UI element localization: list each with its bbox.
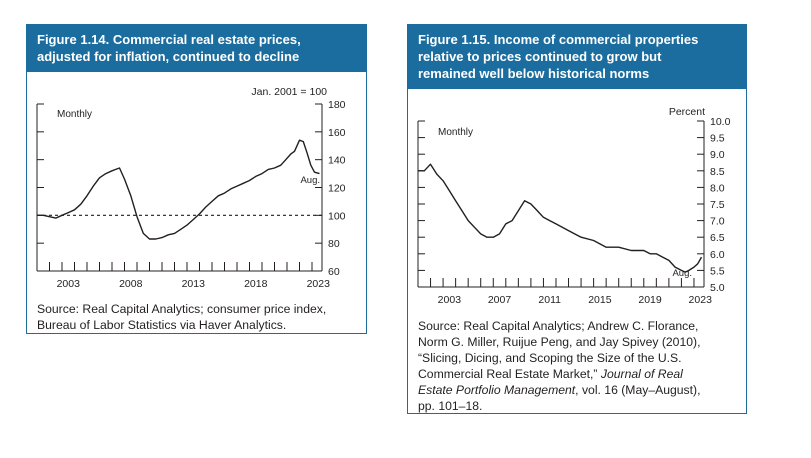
figure-1-14-end-label: Aug.	[300, 175, 320, 186]
figure-1-15-y-tick-label: 6.5	[710, 232, 725, 244]
figure-1-14-y-tick-label: 140	[328, 155, 346, 167]
figure-1-15-title: Figure 1.15. Income of commercial proper…	[408, 25, 746, 89]
figure-1-14-series-line	[37, 139, 320, 240]
figure-1-14-y-tick-label: 160	[328, 127, 346, 139]
figure-1-15-source-line-1: Source: Real Capital Analytics; Andrew C…	[418, 319, 699, 333]
figure-1-15-source: Source: Real Capital Analytics; Andrew C…	[418, 318, 701, 414]
figure-1-15-x-tick-label: 2019	[638, 294, 662, 306]
figure-1-14-unit-label: Jan. 2001 = 100	[251, 86, 327, 98]
figure-1-15-y-tick-label: 8.5	[710, 166, 725, 178]
figure-1-14-y-tick-label: 180	[328, 99, 346, 111]
figure-1-15-title-line-2: relative to prices continued to grow but	[418, 49, 662, 64]
figure-1-14-source-line-2: Bureau of Labor Statistics via Haver Ana…	[37, 318, 287, 332]
figure-1-14-title-line-1: Figure 1.14. Commercial real estate pric…	[37, 32, 301, 47]
figure-1-15-source-line-4: Commercial Real Estate Market,” Journal …	[418, 366, 701, 382]
figure-1-14-y-tick-label: 80	[328, 238, 340, 250]
figure-1-15-x-tick-label: 2007	[488, 294, 512, 306]
figure-1-14-x-tick-label: 2013	[182, 278, 206, 290]
figure-1-15-title-line-1: Figure 1.15. Income of commercial proper…	[418, 32, 699, 47]
figure-1-14-frequency-label: Monthly	[57, 109, 92, 120]
figure-1-15-series-line	[418, 163, 703, 273]
figure-1-15-source-line-2: Norm G. Miller, Ruijue Peng, and Jay Spi…	[418, 335, 701, 349]
figure-1-15-x-tick-label: 2011	[538, 294, 561, 306]
figure-1-15-y-tick-label: 5.5	[710, 265, 725, 277]
figure-1-15-y-tick-label: 9.0	[710, 149, 725, 161]
figure-1-14-x-tick-label: 2003	[57, 278, 81, 290]
figure-1-15-x-tick-label: 2015	[588, 294, 612, 306]
figure-1-15-y-tick-label: 8.0	[710, 182, 725, 194]
figure-1-15-y-tick-label: 5.0	[710, 282, 725, 294]
figure-1-14-x-tick-label: 2008	[119, 278, 143, 290]
figure-1-15-frequency-label: Monthly	[438, 127, 473, 138]
figure-1-15-source-line-4-text: Commercial Real Estate Market,” Journal …	[418, 367, 683, 381]
figure-1-15-source-line-5: Estate Portfolio Management, vol. 16 (Ma…	[418, 382, 701, 398]
figure-1-15-y-tick-label: 7.0	[710, 216, 725, 228]
figure-1-15-title-line-3: remained well below historical norms	[418, 66, 650, 81]
figure-1-15-panel: Figure 1.15. Income of commercial proper…	[407, 24, 747, 414]
figure-1-14-source: Source: Real Capital Analytics; consumer…	[37, 301, 326, 333]
figure-1-15-y-tick-label: 6.0	[710, 249, 725, 261]
figure-1-14-y-tick-label: 60	[328, 266, 340, 278]
figure-1-14-x-tick-label: 2023	[307, 278, 331, 290]
journal-title-italic: Journal of Real	[600, 367, 683, 381]
figure-1-15-chart: Percent Monthly Aug. 5.0 5.5 6.0 6.5 7.0 7.5 8…	[417, 106, 731, 306]
figure-1-14-source-line-1: Source: Real Capital Analytics; consumer…	[37, 302, 327, 316]
figure-1-15-y-tick-label: 7.5	[710, 199, 725, 211]
figure-1-15-x-tick-label: 2003	[438, 294, 462, 306]
figure-1-15-y-tick-label: 9.5	[710, 133, 725, 145]
figure-1-15-source-line-6: pp. 101–18.	[418, 399, 483, 413]
figure-1-15-end-label: Aug.	[672, 268, 692, 279]
figure-1-14-x-tick-label: 2018	[244, 278, 268, 290]
figure-1-14-y-tick-label: 120	[328, 183, 346, 195]
figure-1-14-title: Figure 1.14. Commercial real estate pric…	[27, 25, 366, 72]
figure-1-14-chart: Jan. 2001 = 100 Monthly Aug. 60 80 100 120 1…	[36, 86, 346, 290]
figure-1-15-source-line-3: “Slicing, Dicing, and Scoping the Size o…	[418, 351, 682, 365]
figure-1-15-y-tick-label: 10.0	[710, 116, 731, 128]
journal-title-italic: Estate Portfolio Management	[418, 383, 576, 397]
figure-1-14-title-line-2: adjusted for inflation, continued to dec…	[37, 49, 300, 64]
figure-1-14-panel: Figure 1.14. Commercial real estate pric…	[26, 24, 367, 334]
figure-1-14-y-tick-label: 100	[328, 210, 346, 222]
figure-1-15-x-tick-label: 2023	[689, 294, 713, 306]
figure-1-15-unit-label: Percent	[669, 106, 705, 118]
figure-1-15-source-line-5-text: Estate Portfolio Management, vol. 16 (Ma…	[418, 383, 701, 397]
